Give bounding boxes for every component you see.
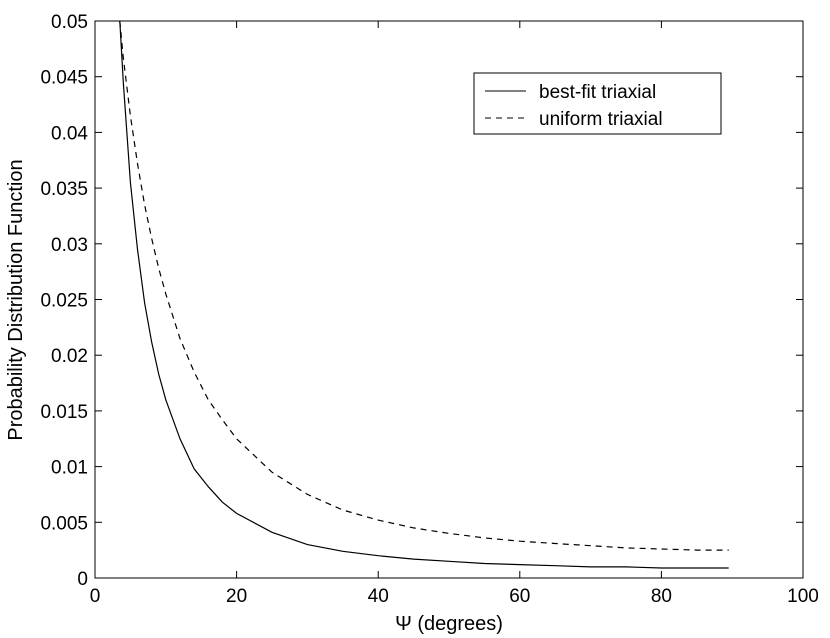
x-tick-label: 40 xyxy=(368,586,389,607)
axis-tick-labels: 0 20 40 60 80 100 0 0.005 0.01 0.015 0.02 0.025 0.03… xyxy=(40,12,818,607)
y-axis-label: Probability Distribution Function xyxy=(5,159,27,440)
y-tick-label: 0.02 xyxy=(51,346,88,367)
series-line-best-fit-triaxial xyxy=(119,20,729,569)
y-tick-label: 0.005 xyxy=(40,513,88,534)
legend-label-best-fit: best-fit triaxial xyxy=(539,82,656,103)
legend-label-uniform: uniform triaxial xyxy=(539,109,663,130)
y-tick-label: 0.04 xyxy=(51,123,88,144)
axis-ticks xyxy=(94,20,804,579)
x-tick-label: 80 xyxy=(651,586,672,607)
y-tick-label: 0.045 xyxy=(40,68,88,89)
series-line-uniform-triaxial xyxy=(119,20,729,551)
y-tick-label: 0.05 xyxy=(51,12,88,33)
legend-box xyxy=(473,72,722,135)
legend: best-fit triaxial uniform triaxial xyxy=(473,72,722,135)
y-tick-label: 0.03 xyxy=(51,235,88,256)
y-tick-label: 0.025 xyxy=(40,291,88,312)
series-lines xyxy=(119,20,729,569)
y-tick-label: 0.035 xyxy=(40,179,88,200)
y-tick-label: 0.015 xyxy=(40,402,88,423)
x-tick-label: 60 xyxy=(509,586,530,607)
x-tick-label: 100 xyxy=(787,586,819,607)
y-tick-label: 0.01 xyxy=(51,458,88,479)
x-axis-label: Ψ (degrees) xyxy=(395,613,503,635)
x-tick-label: 20 xyxy=(226,586,247,607)
x-tick-label: 0 xyxy=(90,586,101,607)
y-tick-label: 0 xyxy=(77,569,88,590)
